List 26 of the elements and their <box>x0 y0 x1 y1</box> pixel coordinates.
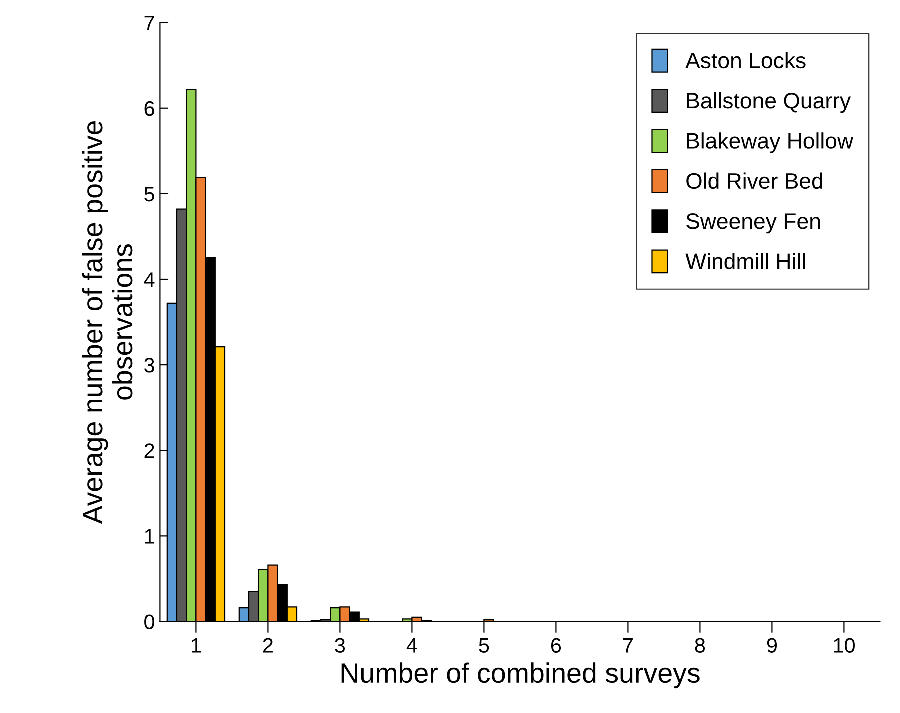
x-tick-label: 5 <box>479 638 490 654</box>
legend-label: Windmill Hill <box>686 253 806 270</box>
y-tick-label: 2 <box>144 444 154 458</box>
x-tick-label: 4 <box>406 638 418 653</box>
legend-label: Sweeney Fen <box>686 214 820 234</box>
y-tick-label: 7 <box>144 16 154 30</box>
x-tick-label: 7 <box>623 638 633 653</box>
x-tick-label: 9 <box>767 638 778 654</box>
x-tick-label: 1 <box>192 638 201 653</box>
x-tick-label: 2 <box>263 638 273 653</box>
legend-label: Aston Locks <box>686 52 806 69</box>
x-tick-label: 3 <box>335 638 346 654</box>
legend-label: Blakeway Hollow <box>687 132 854 154</box>
legend-label: Ballstone Quarry <box>687 92 852 114</box>
y-axis-title: Average number of false positive observations <box>82 121 133 524</box>
y-tick-label: 3 <box>144 358 154 373</box>
x-tick-label: 6 <box>551 638 562 654</box>
y-tick-label: 0 <box>144 614 155 630</box>
y-tick-label: 4 <box>144 272 155 288</box>
x-tick-label: 8 <box>695 638 706 654</box>
y-tick-label: 6 <box>144 101 154 116</box>
y-tick-label: 5 <box>144 187 154 202</box>
x-tick-label: 10 <box>834 638 855 654</box>
legend-label: Old River Bed <box>686 172 822 190</box>
x-axis-title: Number of combined surveys <box>342 662 700 689</box>
y-tick-label: 1 <box>145 529 154 544</box>
